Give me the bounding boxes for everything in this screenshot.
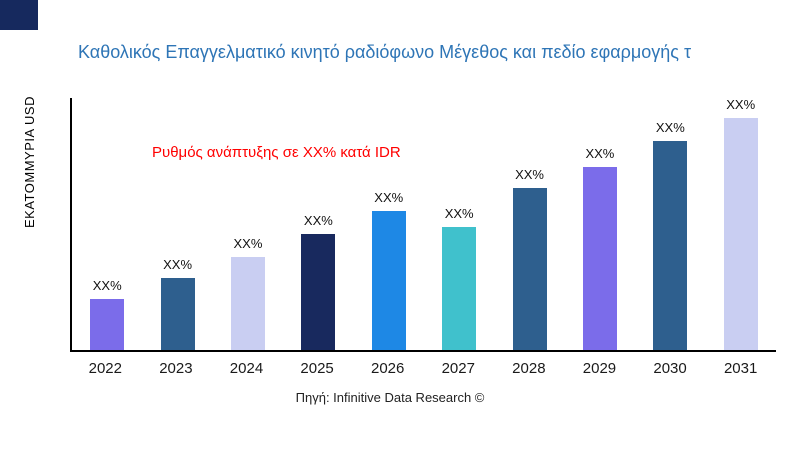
bar-group-2023: XX% [143,257,213,350]
x-tick-2026: 2026 [370,360,405,377]
bar-group-2024: XX% [213,236,283,350]
bar-2030 [653,141,688,350]
x-tick-2030: 2030 [653,360,687,377]
chart-plot-area: Ρυθμός ανάπτυξης σε XX% κατά IDR XX% XX% X… [70,97,776,352]
x-tick-2031: 2031 [723,360,758,377]
x-tick-2028: 2028 [512,360,546,377]
x-tick-2024: 2024 [229,360,264,377]
bar-value-label: XX% [92,278,122,293]
bar-2026 [371,211,406,350]
bar-value-label: XX% [515,167,544,182]
bar-group-2029: XX% [565,146,635,350]
bar-value-label: XX% [163,257,193,272]
y-axis-label: ΕΚΑΤΟΜΜΥΡΙΑ USD [22,96,37,228]
bar-value-label: XX% [233,236,263,251]
bar-group-2030: XX% [635,120,705,350]
x-axis: 2022 2023 2024 2025 2026 2027 2028 2029 2030 2031 [70,354,776,377]
logo [0,0,38,30]
bar-2025 [301,234,336,350]
bar-group-2022: XX% [72,278,142,350]
x-tick-2025: 2025 [300,360,334,377]
bar-2029 [582,167,617,350]
bar-2024 [230,257,265,350]
growth-annotation: Ρυθμός ανάπτυξης σε XX% κατά IDR [152,144,401,161]
bar-value-label: XX% [303,213,333,228]
bar-group-2026: XX% [354,190,424,350]
bar-group-2025: XX% [283,213,353,350]
bar-2031 [723,118,758,350]
bar-group-2027: XX% [424,206,494,350]
bar-value-label: XX% [655,120,685,135]
bar-value-label: XX% [374,190,404,205]
bar-2023 [160,278,195,350]
bar-group-2031: XX% [706,97,776,350]
x-tick-2022: 2022 [88,360,122,377]
bar-group-2028: XX% [495,167,565,350]
x-tick-2023: 2023 [159,360,193,377]
bar-value-label: XX% [585,146,615,161]
x-tick-2027: 2027 [441,360,475,377]
bar-value-label: XX% [444,206,474,221]
bar-2028 [512,188,547,350]
bar-value-label: XX% [726,97,756,112]
source-caption: Πηγή: Infinitive Data Research © [295,390,485,405]
bar-2022 [90,299,125,350]
page-title: Καθολικός Επαγγελματικό κινητό ραδιόφωνο… [78,42,692,62]
x-tick-2029: 2029 [582,360,617,377]
bar-2027 [442,227,477,350]
